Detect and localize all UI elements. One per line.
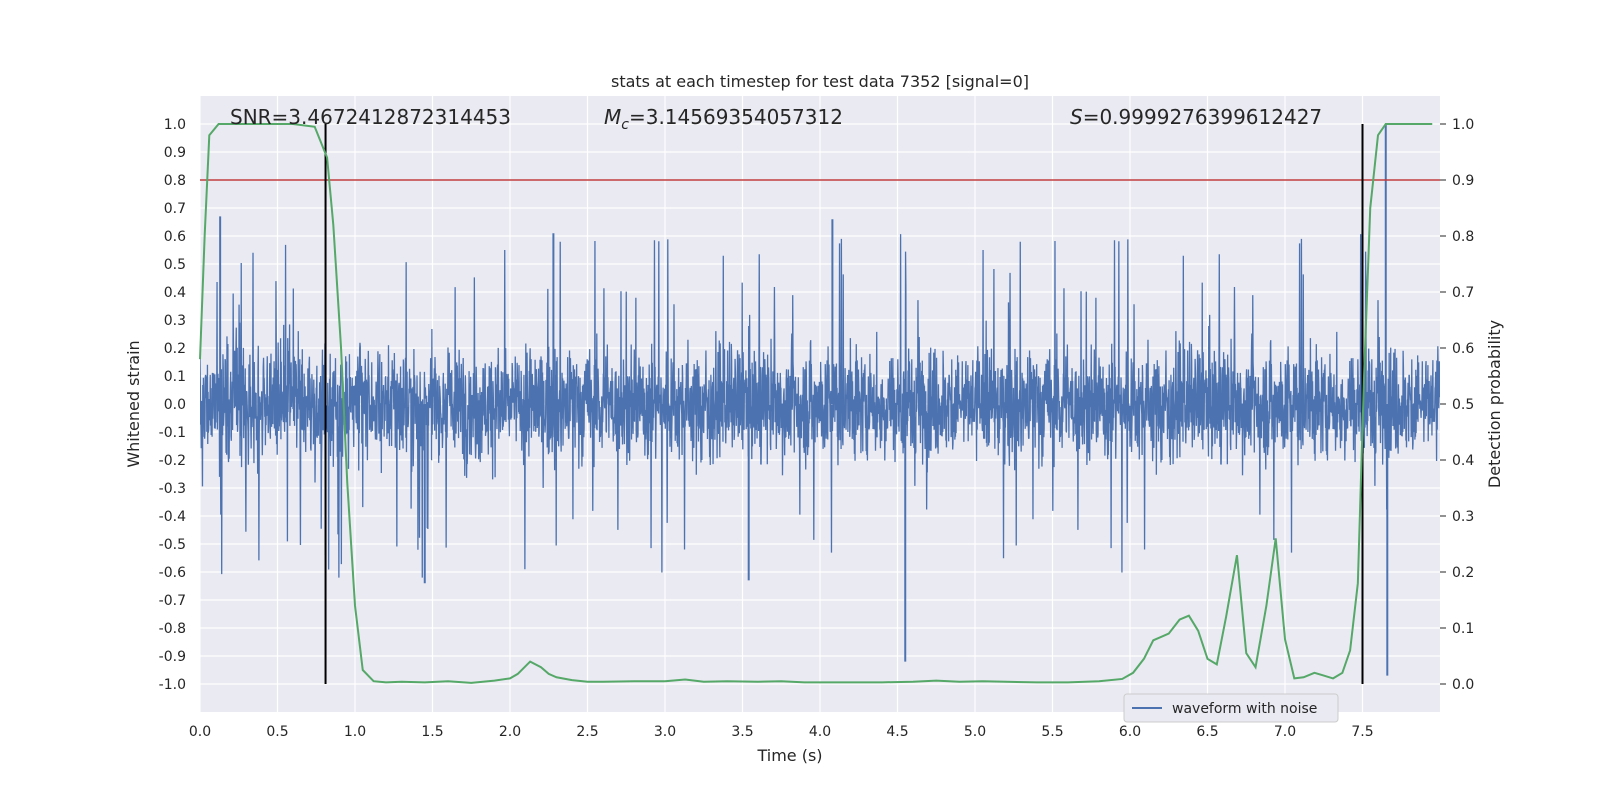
x-axis-label: Time (s) [756,746,822,765]
x-tick-label: 5.5 [1041,724,1063,740]
x-tick-label: 2.5 [576,724,598,740]
y-tick-label-right: 0.4 [1452,453,1474,469]
x-tick-label: 2.0 [499,724,521,740]
y-tick-label-left: -0.5 [159,537,186,553]
x-tick-label: 5.0 [964,724,986,740]
s-value: =0.9999276399612427 [1083,105,1322,129]
legend-box [1123,693,1339,723]
y-axis-label-left: Whitened strain [124,340,143,467]
y-tick-label-left: 0.2 [164,341,186,357]
y-tick-label-left: -0.6 [159,565,186,581]
y-tick-label-left: -1.0 [159,677,186,693]
x-tick-label: 7.0 [1274,724,1296,740]
mc-value: =3.14569354057312 [629,105,843,129]
y-tick-label-left: -0.7 [159,593,186,609]
x-tick-label: 3.5 [731,724,753,740]
y-tick-label-left: 0.9 [164,145,186,161]
mc-annotation: Mc=3.14569354057312 [604,105,843,133]
x-tick-label: 3.0 [654,724,676,740]
y-tick-label-left: 0.4 [164,285,186,301]
y-tick-label-left: 0.8 [164,173,186,189]
mc-symbol: M [604,105,621,129]
y-axis-label-right: Detection probability [1485,320,1504,488]
y-tick-label-left: -0.8 [159,621,186,637]
y-tick-label-left: 0.3 [164,313,186,329]
y-tick-label-right: 0.9 [1452,173,1474,189]
probability-series [199,123,1433,684]
y-tick-label-right: 0.5 [1452,397,1474,413]
x-tick-label: 0.5 [266,724,288,740]
chart-title: stats at each timestep for test data 735… [611,72,1029,91]
probability-line [199,123,1433,684]
legend: waveform with noise [1123,693,1339,723]
y-tick-label-left: -0.9 [159,649,186,665]
y-tick-label-left: 0.6 [164,229,186,245]
x-tick-label: 0.0 [189,724,211,740]
y-tick-label-right: 0.6 [1452,341,1474,357]
y-tick-label-right: 0.2 [1452,565,1474,581]
y-tick-label-right: 0.8 [1452,229,1474,245]
x-tick-label: 1.5 [421,724,443,740]
legend-entry: waveform with noise [1172,701,1317,717]
y-tick-label-right: 0.1 [1452,621,1474,637]
y-tick-label-left: 0.5 [164,257,186,273]
snr-annotation: SNR=3.4672412872314453 [230,105,511,129]
waveform-series [200,124,1440,676]
y-tick-label-right: 0.0 [1452,677,1474,693]
ticks: 0.0 0.5 1.0 1.5 2.0 2.5 3.0 3.5 4.0 4.5 5.0 5.5 6.0 6… [159,117,1475,740]
x-tick-label: 6.0 [1119,724,1141,740]
y-tick-label-left: -0.4 [159,509,186,525]
y-tick-label-left: -0.3 [159,481,186,497]
waveform-line [200,234,1440,578]
s-symbol: S [1070,105,1083,129]
y-tick-label-left: -0.2 [159,453,186,469]
y-tick-label-right: 0.7 [1452,285,1474,301]
y-tick-label-left: 0.0 [164,397,186,413]
y-tick-label-left: 1.0 [164,117,186,133]
y-tick-label-left: 0.1 [164,369,186,385]
y-tick-label-right: 1.0 [1452,117,1474,133]
y-tick-label-left: 0.7 [164,201,186,217]
s-annotation: S=0.9999276399612427 [1070,105,1322,129]
x-tick-label: 4.5 [886,724,908,740]
mc-subscript: c [621,117,629,133]
y-tick-label-right: 0.3 [1452,509,1474,525]
y-tick-label-left: -0.1 [159,425,186,441]
x-tick-label: 4.0 [809,724,831,740]
x-tick-label: 6.5 [1196,724,1218,740]
x-tick-label: 7.5 [1351,724,1373,740]
x-tick-label: 1.0 [344,724,366,740]
